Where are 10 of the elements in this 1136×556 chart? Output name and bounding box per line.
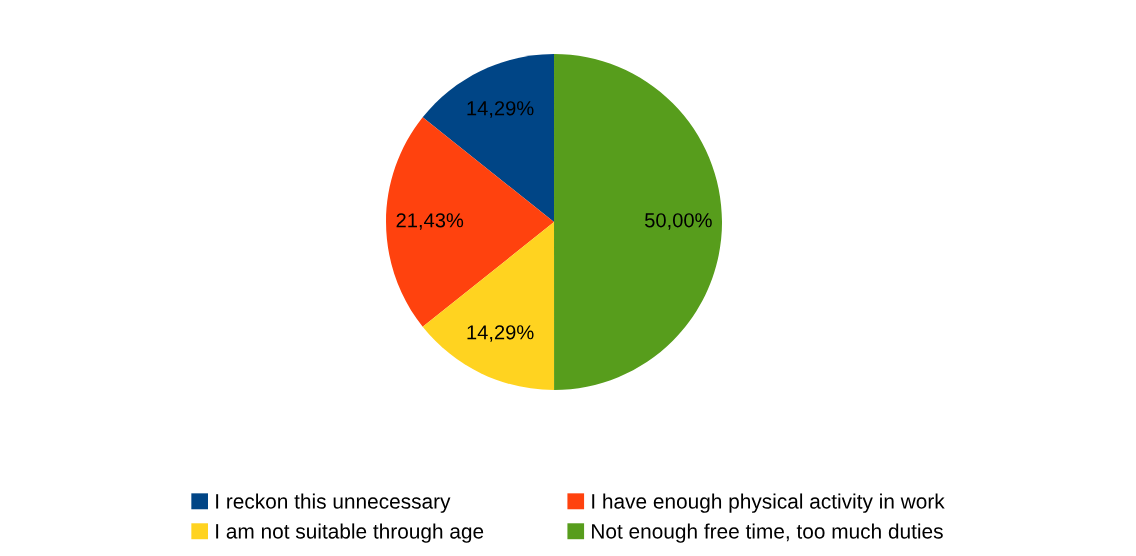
data-label: 14,29%	[467, 325, 534, 342]
data-label: 14,29%	[467, 101, 534, 118]
pie-slice	[554, 54, 723, 391]
data-label: 21,43%	[396, 213, 464, 230]
legend-label: I am not suitable through age	[216, 523, 484, 543]
data-label: 50,00%	[645, 213, 712, 230]
legend-label: I reckon this unnecessary	[216, 493, 451, 513]
legend-label: Not enough free time, too much duties	[592, 523, 943, 543]
legend-label: I have enough physical activity in work	[592, 493, 945, 513]
pie-slice	[386, 117, 555, 327]
